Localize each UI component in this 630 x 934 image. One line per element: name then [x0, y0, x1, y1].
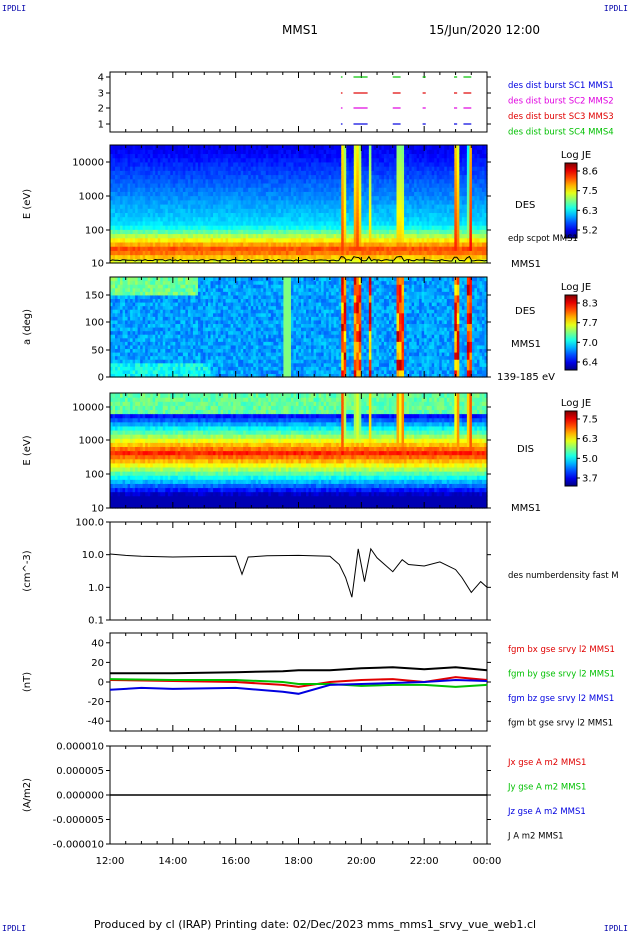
corner-label-bottom-left: IPDLI [2, 924, 27, 933]
y-axis-label: (cm^-3) [22, 550, 33, 591]
footer-text: Produced by cl (IRAP) Printing date: 02/… [93, 918, 537, 931]
y-tick-label: 150 [85, 291, 104, 302]
legend-entry: J A m2 MMS1 [507, 832, 564, 842]
legend-entry: des dist burst SC3 MMS3 [508, 112, 614, 122]
panel-label: MMS1 [511, 259, 541, 270]
panel-label: edp scpot MMS1 [508, 234, 578, 244]
density-series [109, 547, 488, 598]
density-frame [109, 521, 488, 621]
y-tick-label: 100 [85, 318, 104, 329]
x-tick-label: 20:00 [347, 856, 376, 867]
panel-label: DES [515, 200, 535, 211]
y-tick-label: 1 [98, 120, 104, 131]
colorbar-tick: 5.0 [582, 454, 598, 465]
y-tick-label: -0.000005 [53, 815, 104, 826]
y-tick-label: 1.0 [88, 583, 104, 594]
legend-entry: Jx gse A m2 MMS1 [507, 758, 586, 768]
y-tick-label: 10.0 [82, 550, 104, 561]
y-tick-label: 20 [91, 658, 104, 669]
y-axis-label: (nT) [22, 672, 33, 692]
y-tick-label: 100.0 [75, 518, 104, 529]
colorbar-tick: 5.2 [582, 226, 598, 237]
y-tick-label: 0 [98, 373, 104, 384]
y-tick-label: 3 [98, 89, 104, 100]
corner-label-top-left: IPDLI [2, 4, 27, 13]
y-tick-label: 0 [98, 678, 104, 689]
y-tick-label: 4 [98, 73, 104, 84]
panel-label: 139-185 eV [497, 372, 555, 383]
x-tick-label: 00:00 [473, 856, 502, 867]
colorbar-tick: 7.7 [582, 318, 598, 329]
colorbar-tick: 6.3 [582, 206, 598, 217]
colorbar-tick: 3.7 [582, 474, 598, 485]
y-tick-label: 10 [91, 504, 104, 515]
y-tick-label: -0.000010 [53, 840, 104, 851]
panel-label: MMS1 [511, 503, 541, 514]
y-tick-label: 40 [91, 638, 104, 649]
mission-title: MMS1 [282, 23, 318, 37]
y-axis-label: E (eV) [22, 435, 33, 465]
colorbar-tick: 7.0 [582, 338, 598, 349]
legend-entry: des numberdensity fast M [508, 571, 619, 581]
panel-label: DIS [517, 444, 534, 455]
colorbar [564, 162, 578, 239]
colorbar-tick: 8.3 [582, 299, 598, 310]
b-field-series [110, 666, 488, 675]
y-tick-label: 1000 [79, 192, 104, 203]
des-spectrogram [110, 145, 488, 264]
pitch-angle-spectrogram [110, 277, 488, 378]
y-axis-label: (A/m2) [22, 778, 33, 812]
y-tick-label: 50 [91, 346, 104, 357]
b-field-series [109, 678, 488, 695]
colorbar [564, 294, 578, 371]
y-axis-label: E (eV) [22, 189, 33, 219]
x-tick-label: 18:00 [284, 856, 313, 867]
colorbar-tick: 8.6 [582, 167, 598, 178]
colorbar-tick: 6.4 [582, 358, 598, 369]
colorbar-tick: 7.5 [582, 186, 598, 197]
y-tick-label: 2 [98, 104, 104, 115]
legend-entry: fgm bx gse srvy l2 MMS1 [508, 645, 615, 655]
legend-entry: des dist burst SC1 MMS1 [508, 81, 614, 91]
corner-label-bottom-right: IPDLI [603, 924, 628, 933]
colorbar-title: Log JE [561, 282, 591, 293]
legend-entry: des dist burst SC2 MMS2 [508, 97, 614, 107]
legend-entry: Jy gse A m2 MMS1 [507, 783, 586, 793]
colorbar-tick: 7.5 [582, 415, 598, 426]
y-tick-label: 0.000005 [56, 766, 104, 777]
y-tick-label: 10000 [72, 158, 104, 169]
y-tick-label: 0.000010 [56, 742, 104, 753]
y-axis-label: a (deg) [22, 309, 33, 345]
corner-label-top-right: IPDLI [603, 4, 628, 13]
legend-entry: fgm by gse srvy l2 MMS1 [508, 670, 615, 680]
y-tick-label: 10 [91, 259, 104, 270]
legend-entry: fgm bt gse srvy l2 MMS1 [508, 719, 613, 729]
y-tick-label: 100 [85, 226, 104, 237]
burst-frame [109, 71, 488, 133]
legend-entry: des dist burst SC4 MMS4 [508, 128, 614, 138]
scpot-line [109, 255, 488, 262]
x-tick-label: 12:00 [96, 856, 125, 867]
colorbar [564, 410, 578, 487]
colorbar-title: Log JE [561, 398, 591, 409]
y-tick-label: 10000 [72, 403, 104, 414]
x-tick-label: 14:00 [158, 856, 187, 867]
legend-entry: fgm bz gse srvy l2 MMS1 [508, 694, 614, 704]
datetime-title: 15/Jun/2020 12:00 [429, 23, 541, 37]
y-tick-label: 0.1 [88, 616, 104, 627]
x-tick-label: 16:00 [221, 856, 250, 867]
y-tick-label: 1000 [79, 436, 104, 447]
colorbar-title: Log JE [561, 150, 591, 161]
y-tick-label: 100 [85, 470, 104, 481]
x-tick-label: 22:00 [410, 856, 439, 867]
dis-spectrogram [110, 393, 488, 509]
legend-entry: Jz gse A m2 MMS1 [507, 807, 586, 817]
panel-label: DES [515, 306, 535, 317]
y-tick-label: -20 [88, 697, 104, 708]
panel-label: MMS1 [511, 339, 541, 350]
y-tick-label: -40 [88, 717, 104, 728]
y-tick-label: 0.000000 [56, 791, 104, 802]
colorbar-tick: 6.3 [582, 434, 598, 445]
